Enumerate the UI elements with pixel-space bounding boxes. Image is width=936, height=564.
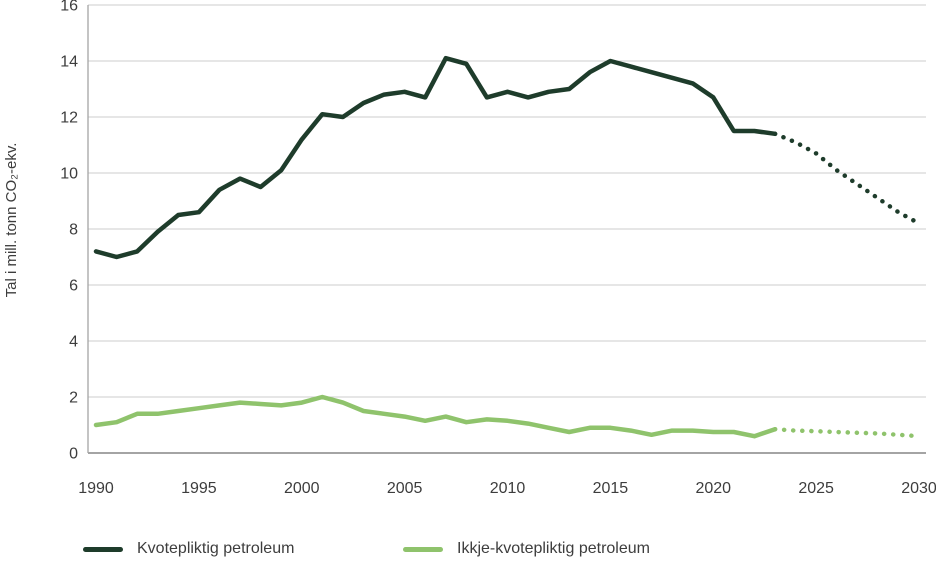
y-tick-label: 12 <box>60 110 78 127</box>
y-tick-label: 16 <box>60 0 78 15</box>
x-tick-label: 1990 <box>78 480 114 497</box>
series-line-1 <box>93 394 778 439</box>
legend-label-ikkje-kvotepliktig: Ikkje-kvotepliktig petroleum <box>457 540 650 557</box>
x-tick-label: 2005 <box>387 480 423 497</box>
x-tick-label: 2010 <box>490 480 526 497</box>
legend-item-ikkje-kvotepliktig: Ikkje-kvotepliktig petroleum <box>403 537 650 561</box>
legend-swatch-kvotepliktig-line <box>83 546 123 552</box>
x-tick-label: 2015 <box>593 480 629 497</box>
chart-plot-area: Tal i mill. tonn CO₂-ekv. 0 2 4 6 8 10 12 14 16 1… <box>3 0 936 497</box>
series-projection-0 <box>772 131 922 226</box>
y-axis-title: Tal i mill. tonn CO₂-ekv. <box>3 143 20 298</box>
y-tick-label: 0 <box>69 446 78 463</box>
series-projection-1 <box>772 426 922 439</box>
legend-swatch-ikkje-kvotepliktig-line <box>403 546 443 552</box>
x-tick-label: 2000 <box>284 480 320 497</box>
x-tick-label: 2025 <box>798 480 834 497</box>
y-tick-label: 14 <box>60 54 78 71</box>
y-tick-label: 8 <box>69 222 78 239</box>
x-tick-label: 2020 <box>695 480 731 497</box>
y-tick-label: 10 <box>60 166 78 183</box>
y-tick-label: 6 <box>69 278 78 295</box>
y-tick-label: 4 <box>69 334 78 351</box>
y-tick-label: 2 <box>69 390 78 407</box>
series-line-0 <box>93 55 778 260</box>
legend-label-kvotepliktig: Kvotepliktig petroleum <box>137 540 295 557</box>
legend-item-kvotepliktig: Kvotepliktig petroleum <box>83 537 294 561</box>
chart-legend: Kvotepliktig petroleum Ikkje-kvoteplikti… <box>0 537 936 561</box>
x-tick-label: 2030 <box>901 480 936 497</box>
x-tick-label: 1995 <box>181 480 217 497</box>
